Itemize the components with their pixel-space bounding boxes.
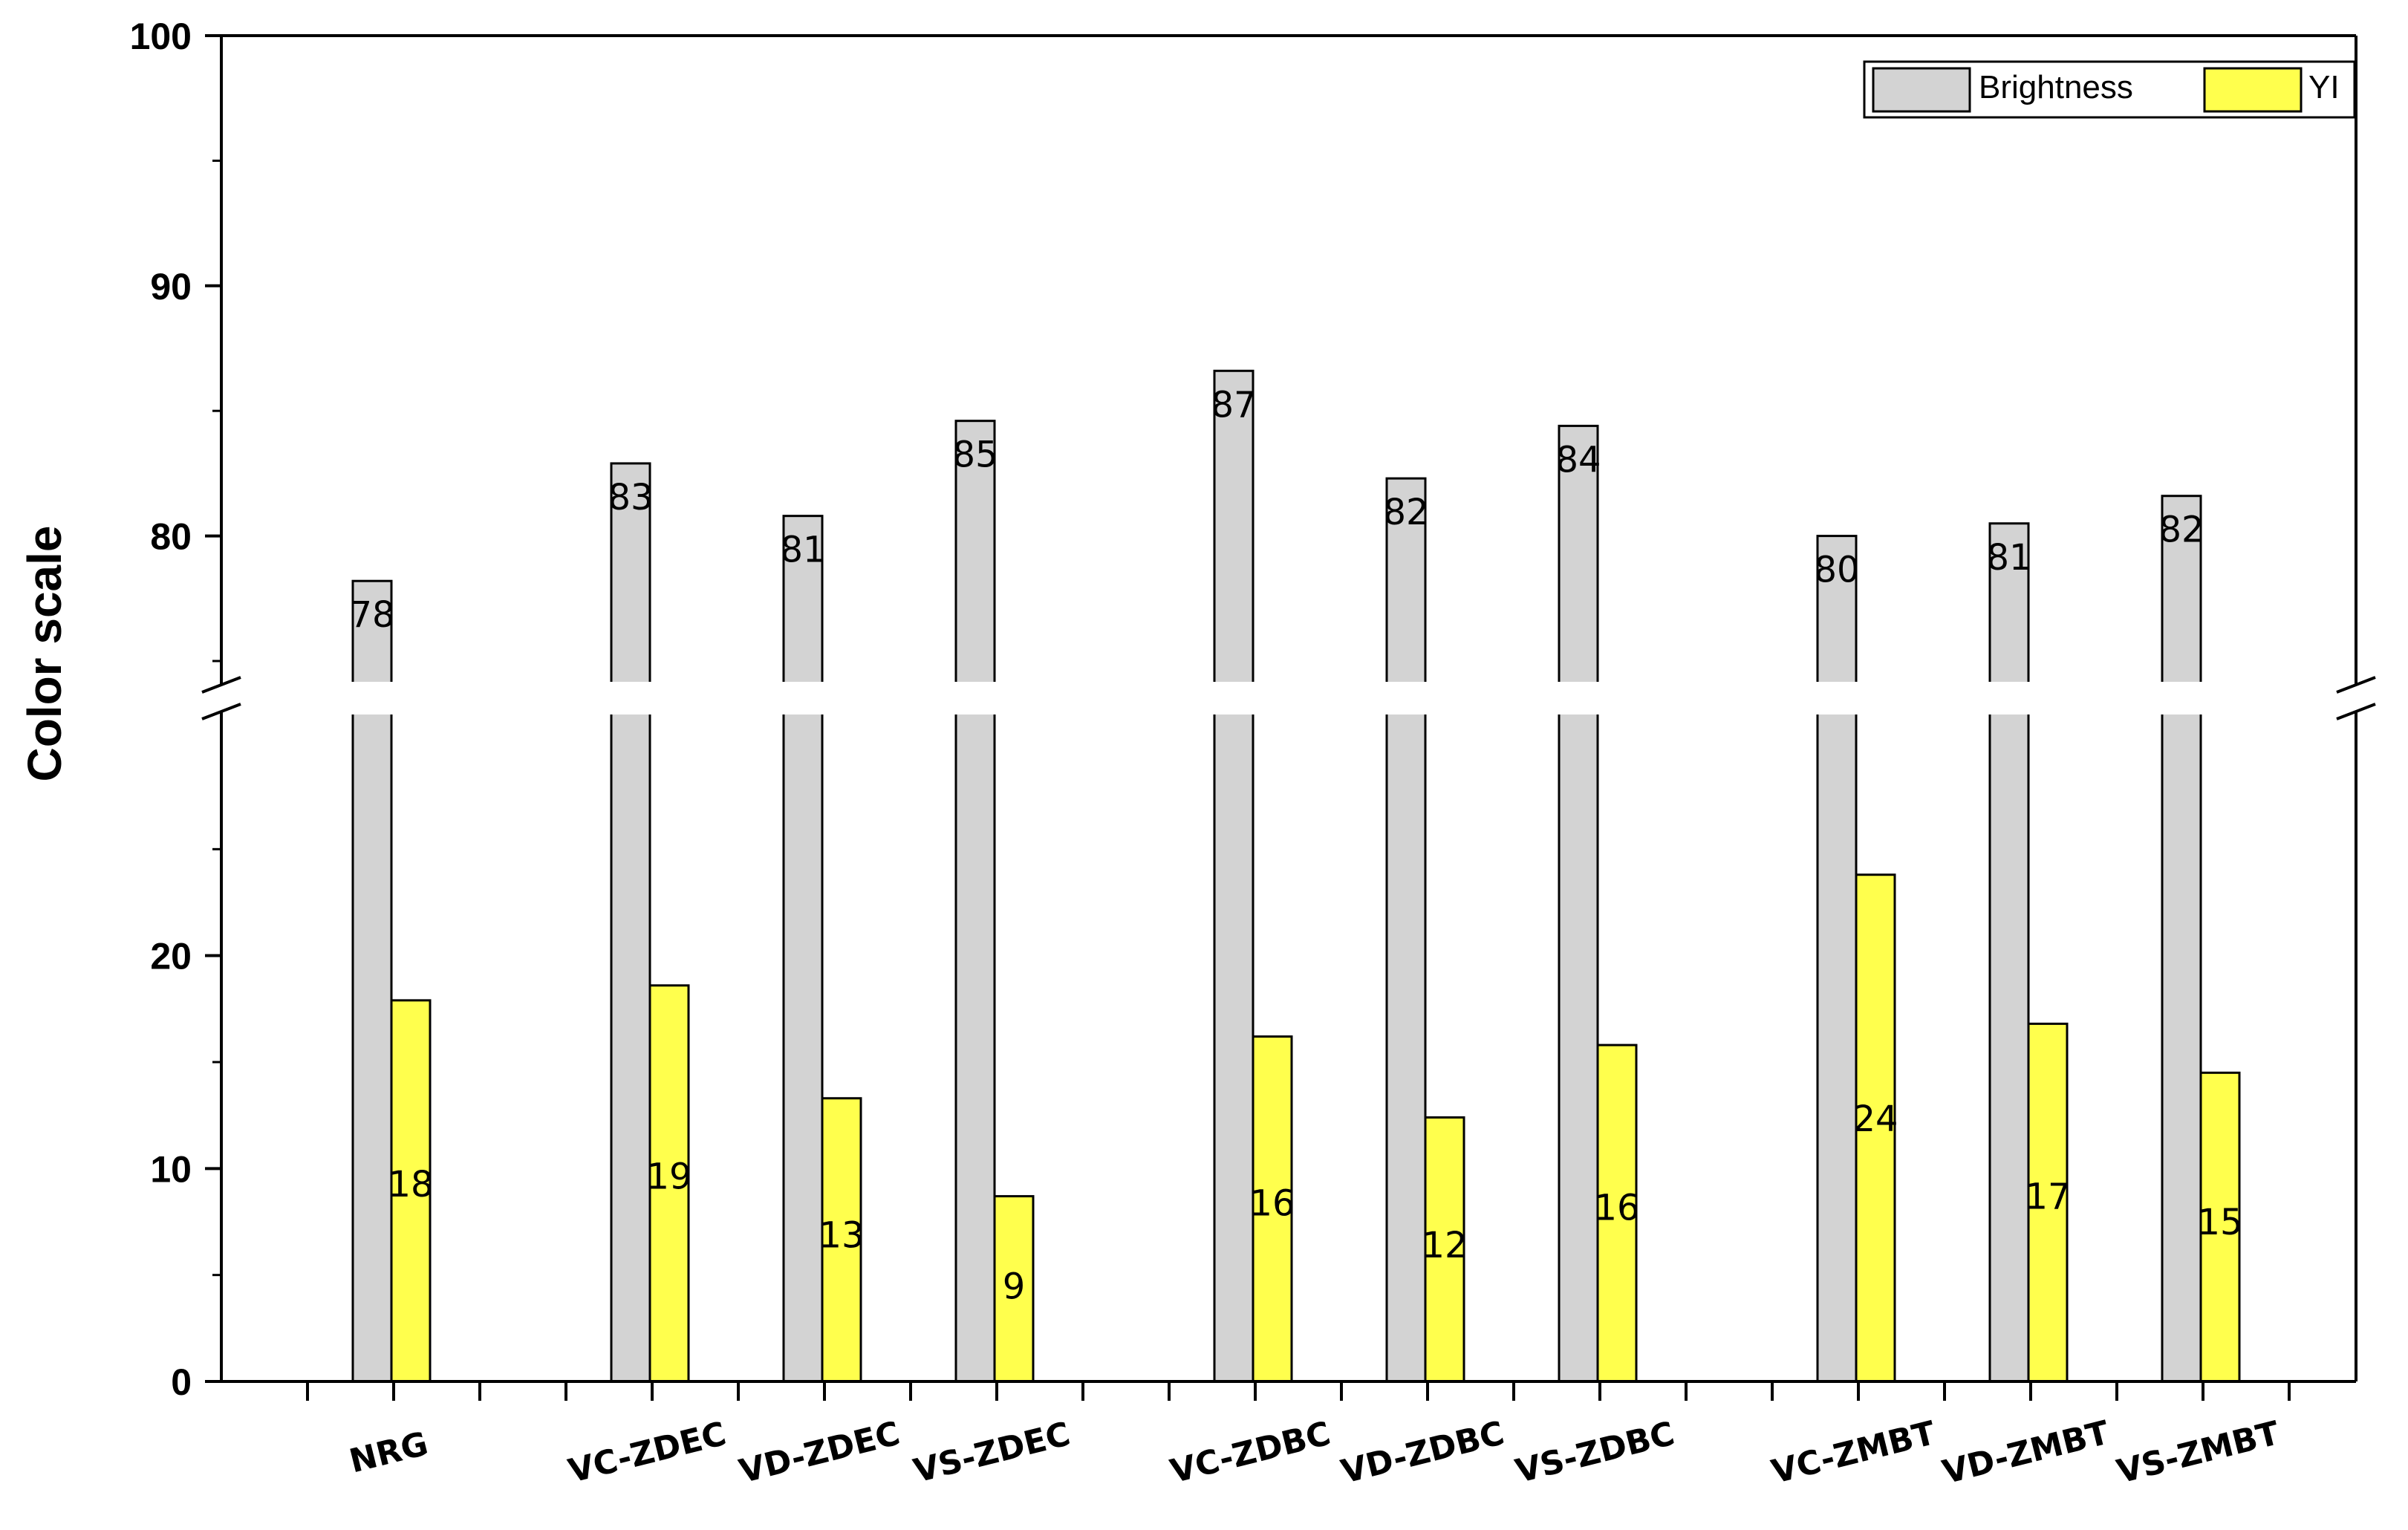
bar-brightness-VC-ZDBC bbox=[1213, 369, 1255, 1383]
bar-brightness-VS-ZDEC bbox=[954, 420, 996, 1383]
axis-break-mark-right-2 bbox=[2336, 703, 2376, 720]
bar-yi-VD-ZMBT bbox=[2027, 1022, 2069, 1383]
legend: Brightness YI bbox=[1863, 60, 2356, 119]
bar-brightness-VD-ZDBC bbox=[1385, 477, 1427, 1383]
legend-label-yi: YI bbox=[2308, 69, 2340, 105]
x-tick-label-VD-ZMBT: VD-ZMBT bbox=[1939, 1413, 2112, 1491]
bar-yi-VD-ZDEC bbox=[821, 1097, 862, 1383]
data-label-yi-VC-ZDBC: 16 bbox=[1249, 1183, 1295, 1225]
data-label-yi-VS-ZMBT: 15 bbox=[2197, 1202, 2242, 1243]
y-tick-label-10: 10 bbox=[150, 1148, 192, 1190]
bar-brightness-VS-ZMBT bbox=[2161, 495, 2202, 1383]
bar-brightness-VD-ZMBT bbox=[1988, 522, 2030, 1383]
data-label-yi-VC-ZMBT: 24 bbox=[1852, 1098, 1898, 1140]
x-tick-label-NRG: NRG bbox=[345, 1425, 432, 1480]
legend-swatch-brightness bbox=[1872, 67, 1971, 113]
bar-brightness-VS-ZDBC bbox=[1558, 424, 1599, 1383]
bar-yi-NRG bbox=[390, 999, 432, 1383]
x-tick-label-VC-ZDEC: VC-ZDEC bbox=[564, 1415, 729, 1491]
y-axis-title: Color scale bbox=[18, 525, 71, 781]
data-label-yi-VS-ZDBC: 16 bbox=[1594, 1187, 1639, 1228]
data-label-brightness-VS-ZMBT: 82 bbox=[2158, 510, 2204, 551]
x-tick-label-VD-ZDBC: VD-ZDBC bbox=[1338, 1414, 1509, 1491]
x-tick-label-VS-ZDEC: VS-ZDEC bbox=[910, 1415, 1074, 1490]
axis-break-mark-left-2 bbox=[201, 703, 241, 720]
axis-break-gap bbox=[206, 682, 2371, 714]
y-tick-label-80: 80 bbox=[150, 516, 192, 558]
data-label-yi-NRG: 18 bbox=[388, 1164, 433, 1205]
data-label-yi-VD-ZMBT: 17 bbox=[2025, 1176, 2070, 1218]
data-label-brightness-VC-ZDEC: 83 bbox=[608, 477, 653, 518]
data-label-yi-VD-ZDEC: 13 bbox=[819, 1215, 864, 1257]
bar-brightness-VC-ZDEC bbox=[610, 462, 651, 1383]
x-tick-label-VS-ZMBT: VS-ZMBT bbox=[2113, 1414, 2283, 1491]
data-label-brightness-VS-ZDBC: 84 bbox=[1555, 439, 1601, 481]
x-tick-label-VC-ZDBC: VC-ZDBC bbox=[1167, 1415, 1335, 1491]
axis-break-mark-left-1 bbox=[201, 676, 241, 694]
bar-yi-VS-ZDBC bbox=[1596, 1044, 1638, 1383]
y-tick-label-90: 90 bbox=[150, 266, 192, 307]
data-label-brightness-VD-ZDBC: 82 bbox=[1383, 492, 1428, 533]
x-tick-label-VS-ZDBC: VS-ZDBC bbox=[1511, 1415, 1678, 1491]
data-label-brightness-VC-ZMBT: 80 bbox=[1814, 550, 1859, 591]
y-tick-label-0: 0 bbox=[171, 1361, 192, 1403]
axis-break-mark-right-1 bbox=[2336, 676, 2376, 694]
data-label-yi-VD-ZDBC: 12 bbox=[1422, 1225, 1467, 1266]
plot-area: 78 83 81 85 87 82 84 80 81 82 18 19 13 9 16 12 16 24 17 15 8… bbox=[130, 16, 2376, 1491]
x-tick-label-VD-ZDEC: VD-ZDEC bbox=[735, 1415, 903, 1491]
data-label-yi-VS-ZDEC: 9 bbox=[1003, 1266, 1026, 1307]
data-label-brightness-VS-ZDEC: 85 bbox=[952, 434, 998, 476]
bar-brightness-VC-ZMBT bbox=[1816, 535, 1858, 1383]
data-label-brightness-VD-ZDEC: 81 bbox=[780, 530, 825, 571]
y-tick-label-100: 100 bbox=[130, 16, 192, 57]
bar-yi-VS-ZMBT bbox=[2199, 1071, 2241, 1383]
bar-brightness-VD-ZDEC bbox=[782, 515, 824, 1383]
data-label-brightness-VC-ZDBC: 87 bbox=[1211, 384, 1256, 426]
legend-swatch-yi bbox=[2203, 67, 2303, 113]
x-tick-label-VC-ZMBT: VC-ZMBT bbox=[1768, 1414, 1939, 1491]
data-label-yi-VC-ZDEC: 19 bbox=[646, 1156, 692, 1198]
bar-yi-VC-ZDBC bbox=[1252, 1035, 1293, 1383]
y-tick-label-20: 20 bbox=[150, 936, 192, 977]
legend-label-brightness: Brightness bbox=[1979, 69, 2133, 105]
data-label-brightness-VD-ZMBT: 81 bbox=[1986, 537, 2031, 579]
data-label-brightness-NRG: 78 bbox=[349, 594, 394, 636]
